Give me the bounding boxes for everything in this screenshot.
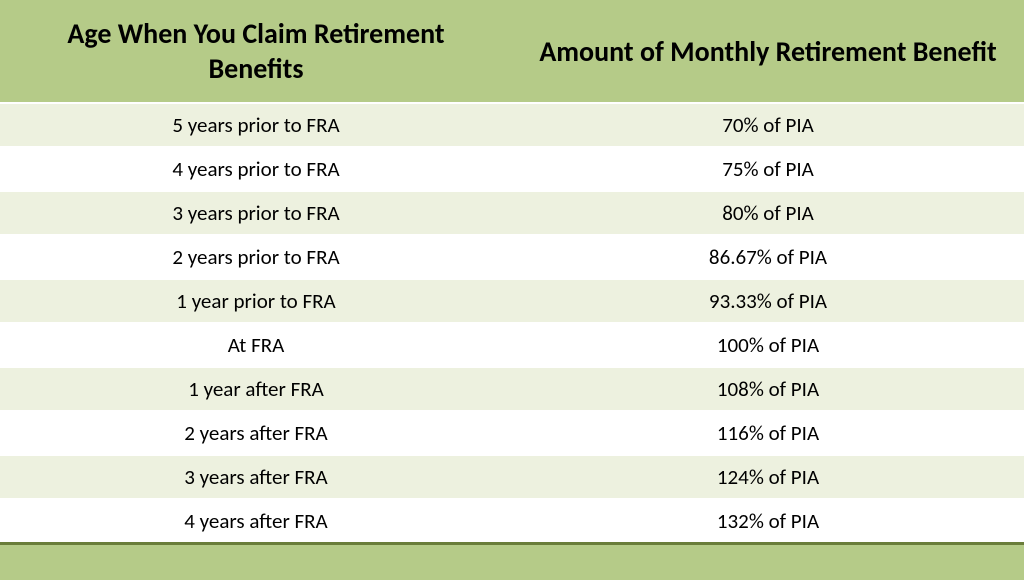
cell-amount: 116% of PIA [512,411,1024,455]
table-row: 1 year prior to FRA93.33% of PIA [0,279,1024,323]
table-header-row: Age When You Claim Retirement Benefits A… [0,0,1024,103]
retirement-benefits-table-container: Age When You Claim Retirement Benefits A… [0,0,1024,542]
cell-age: 4 years after FRA [0,499,512,542]
table-row: 1 year after FRA108% of PIA [0,367,1024,411]
cell-age: At FRA [0,323,512,367]
table-header: Age When You Claim Retirement Benefits A… [0,0,1024,103]
cell-age: 5 years prior to FRA [0,103,512,147]
cell-age: 1 year after FRA [0,367,512,411]
cell-amount: 70% of PIA [512,103,1024,147]
table-row: 3 years prior to FRA80% of PIA [0,191,1024,235]
table-row: 5 years prior to FRA70% of PIA [0,103,1024,147]
footer-bar [0,542,1024,580]
col-header-age: Age When You Claim Retirement Benefits [0,0,512,103]
table-row: 3 years after FRA124% of PIA [0,455,1024,499]
cell-amount: 124% of PIA [512,455,1024,499]
col-header-amount: Amount of Monthly Retirement Benefit [512,0,1024,103]
table-row: 4 years after FRA132% of PIA [0,499,1024,542]
cell-age: 2 years after FRA [0,411,512,455]
cell-age: 1 year prior to FRA [0,279,512,323]
cell-amount: 93.33% of PIA [512,279,1024,323]
table-row: 4 years prior to FRA75% of PIA [0,147,1024,191]
cell-amount: 100% of PIA [512,323,1024,367]
cell-age: 4 years prior to FRA [0,147,512,191]
cell-amount: 132% of PIA [512,499,1024,542]
cell-age: 2 years prior to FRA [0,235,512,279]
cell-amount: 75% of PIA [512,147,1024,191]
cell-amount: 86.67% of PIA [512,235,1024,279]
cell-amount: 108% of PIA [512,367,1024,411]
table-row: 2 years after FRA116% of PIA [0,411,1024,455]
table-body: 5 years prior to FRA70% of PIA4 years pr… [0,103,1024,542]
cell-age: 3 years prior to FRA [0,191,512,235]
cell-amount: 80% of PIA [512,191,1024,235]
retirement-benefits-table: Age When You Claim Retirement Benefits A… [0,0,1024,542]
cell-age: 3 years after FRA [0,455,512,499]
table-row: At FRA100% of PIA [0,323,1024,367]
table-row: 2 years prior to FRA86.67% of PIA [0,235,1024,279]
